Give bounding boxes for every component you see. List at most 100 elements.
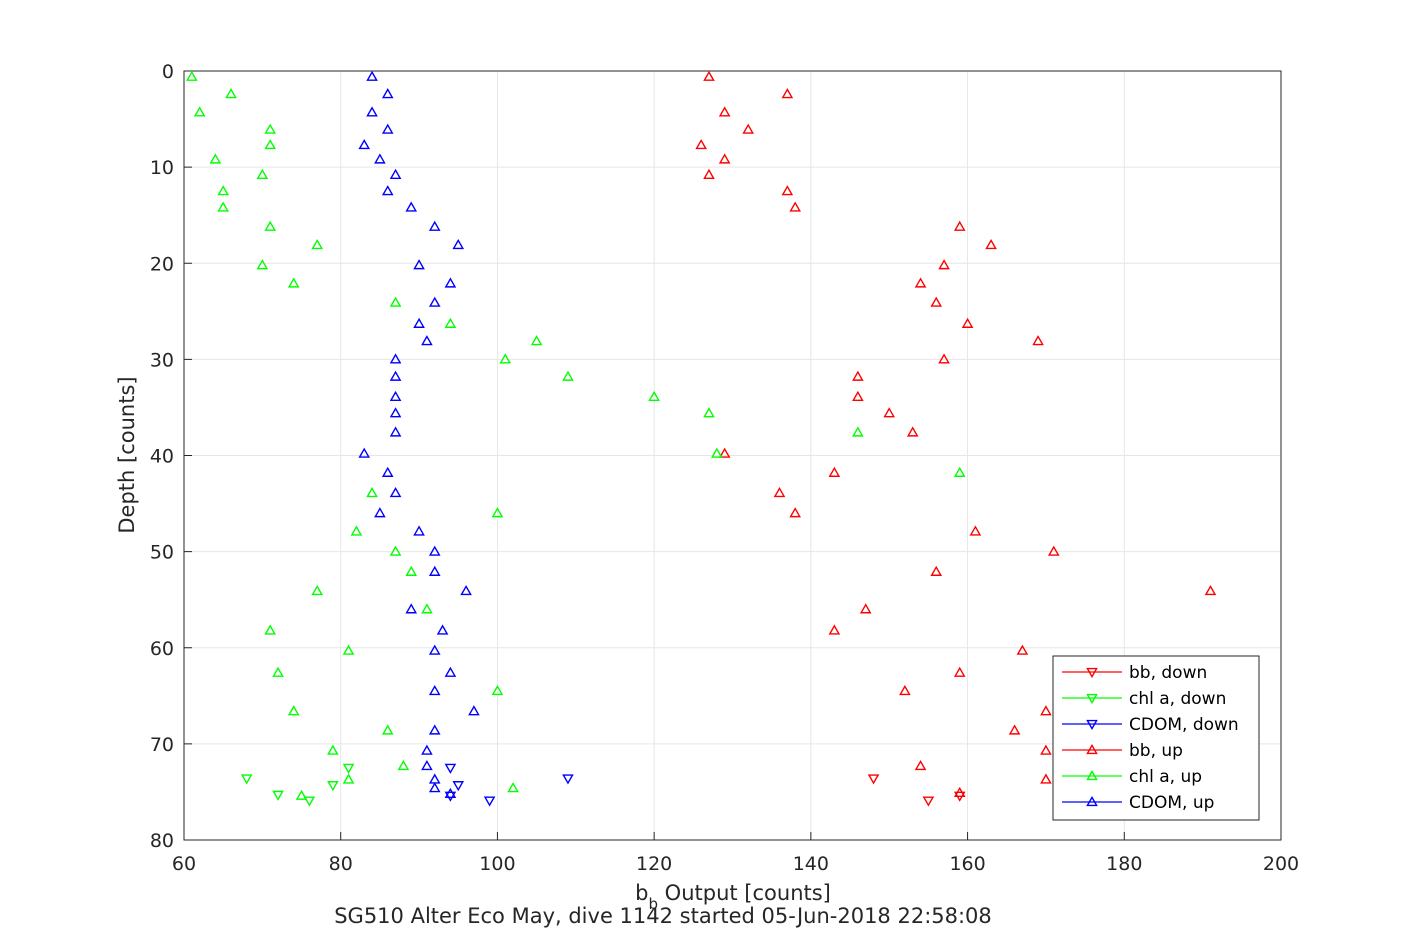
point-cdom-up [413, 525, 425, 536]
point-bb-up [1032, 335, 1044, 346]
point-bb-up [703, 70, 715, 81]
point-chl-a-up [711, 447, 723, 458]
x-axis-label: bb Output [counts] [635, 881, 831, 913]
point-bb-up [953, 666, 966, 677]
x-tick-label: 80 [329, 853, 353, 875]
point-cdom-up [358, 139, 371, 150]
point-bb-up [1047, 545, 1060, 556]
point-bb-up [718, 447, 731, 458]
point-chl-a-up [264, 220, 276, 231]
point-chl-a-up [366, 486, 378, 498]
point-bb-up [1016, 644, 1029, 655]
point-cdom-up [366, 70, 378, 81]
point-chl-a-up [350, 525, 363, 536]
point-chl-a-up [311, 585, 324, 596]
point-chl-a-up [295, 789, 308, 800]
point-chl-a-up [421, 603, 433, 614]
point-bb-up [914, 759, 927, 771]
x-axis-label-main: b [635, 881, 648, 905]
y-axis-label: Depth [counts] [115, 376, 139, 533]
point-chl-a-down [327, 781, 339, 792]
x-axis-label-subscript: b [648, 895, 658, 913]
point-chl-a-up [530, 335, 543, 346]
point-cdom-up [381, 185, 394, 196]
point-bb-up [1040, 744, 1052, 755]
point-chl-a-up [217, 185, 229, 196]
point-bb-up [703, 168, 715, 179]
point-cdom-up [460, 585, 472, 596]
point-chl-a-up [311, 238, 324, 250]
point-chl-a-up [256, 259, 269, 270]
legend-label-cdom-down: CDOM, down [1129, 715, 1239, 735]
point-chl-a-down [342, 763, 355, 774]
point-cdom-up [381, 123, 394, 134]
point-cdom-up [374, 153, 386, 164]
point-chl-a-up [852, 426, 864, 437]
point-cdom-up [428, 684, 441, 696]
point-bb-up [1040, 705, 1052, 716]
point-chl-a-up [209, 153, 222, 164]
legend-marker-chl-a-up [1086, 769, 1098, 781]
point-cdom-up [389, 486, 402, 498]
legend-label-chl-a-down: chl a, down [1129, 689, 1226, 709]
legend-box [1052, 655, 1260, 821]
point-cdom-up [389, 353, 402, 364]
point-cdom-down [483, 796, 496, 807]
point-bb-up [899, 684, 911, 696]
y-tick-label: 10 [150, 157, 174, 179]
point-cdom-up [428, 773, 441, 784]
legend: bb, down chl a, down CDOM, down bb, up chl a… [1052, 655, 1260, 821]
point-bb-up [718, 106, 731, 117]
point-chl-a-up [217, 201, 229, 212]
point-cdom-up [428, 545, 441, 556]
legend-label-bb-up: bb, up [1129, 741, 1183, 761]
point-bb-up [859, 603, 872, 614]
point-cdom-up [389, 426, 402, 437]
point-chl-a-up [287, 277, 300, 288]
legend-label-bb-down: bb, down [1129, 663, 1207, 683]
point-chl-a-up [256, 168, 269, 179]
data-points [186, 70, 1217, 807]
legend-marker-chl-a-down [1086, 693, 1098, 705]
x-tick-label: 180 [1106, 853, 1142, 875]
point-bb-up [852, 370, 864, 381]
point-cdom-down [444, 763, 457, 774]
point-cdom-up [389, 407, 402, 418]
point-bb-up [828, 624, 841, 635]
legend-marker-cdom-down [1086, 719, 1098, 731]
point-cdom-up [358, 447, 371, 458]
point-bb-up [828, 466, 841, 477]
point-bb-up [985, 238, 997, 250]
point-chl-a-up [264, 123, 276, 134]
x-tick-label: 160 [949, 853, 985, 875]
point-chl-a-down [240, 774, 253, 785]
point-chl-a-up [562, 370, 574, 381]
point-bb-up [781, 88, 794, 99]
x-tick-label: 60 [172, 853, 196, 875]
point-cdom-up [428, 782, 441, 793]
x-tick-label: 200 [1263, 853, 1299, 875]
point-bb-up [789, 507, 801, 518]
point-cdom-up [389, 168, 402, 179]
legend-marker-bb-up [1086, 743, 1098, 755]
point-chl-a-up [327, 744, 339, 755]
point-cdom-up [389, 370, 402, 381]
point-chl-a-up [397, 759, 410, 771]
point-cdom-down [562, 774, 574, 785]
y-tick-label: 20 [150, 253, 174, 275]
point-cdom-up [389, 390, 402, 402]
point-bb-up [914, 277, 927, 288]
point-bb-up [953, 220, 966, 231]
y-tick-label: 30 [150, 349, 174, 371]
point-cdom-up [413, 317, 425, 328]
legend-marker-bb-down [1086, 667, 1098, 679]
point-cdom-up [421, 759, 433, 771]
y-tick-label: 70 [150, 734, 174, 756]
point-cdom-up [366, 106, 378, 117]
point-chl-a-up [491, 507, 504, 518]
point-chl-a-up [225, 88, 237, 99]
point-bb-up [961, 317, 974, 328]
point-bb-up [852, 390, 864, 402]
